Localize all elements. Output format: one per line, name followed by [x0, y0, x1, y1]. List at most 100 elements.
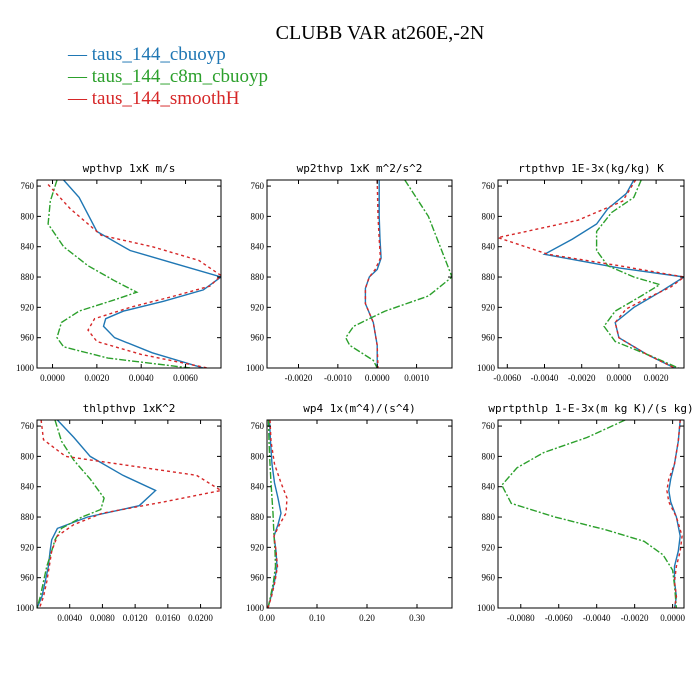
x-tick-label: -0.0020: [568, 373, 596, 383]
y-tick-label: 920: [482, 542, 496, 552]
y-tick-label: 880: [21, 512, 35, 522]
y-tick-label: 960: [251, 333, 265, 343]
plot-frame: [36, 419, 222, 609]
plot-frame: [36, 179, 222, 369]
y-tick-label: 840: [21, 242, 35, 252]
panel-title: wp4 1x(m^4)/(s^4): [303, 402, 416, 415]
x-tick-label: -0.0040: [583, 613, 611, 623]
x-tick-label: 0.0010: [404, 373, 429, 383]
chart-panel: wpthvp 1xK m/s 760 800 840 880 920 960 1000 0.00…: [16, 162, 222, 383]
y-tick-label: 920: [21, 542, 35, 552]
series-line: [595, 180, 679, 368]
x-tick-label: 0.0200: [188, 613, 213, 623]
y-tick-label: 840: [482, 242, 496, 252]
y-tick-label: 800: [482, 211, 496, 221]
y-tick-label: 1000: [16, 603, 35, 613]
series-line: [344, 180, 452, 368]
plot-frame: [266, 419, 453, 609]
x-tick-label: 0.0000: [365, 373, 390, 383]
panel-title: wprtpthlp 1-E-3x(m kg K)/(s kg): [488, 402, 693, 415]
x-tick-label: -0.0020: [285, 373, 313, 383]
series-line: [498, 180, 684, 368]
y-tick-label: 760: [251, 421, 265, 431]
plot-frame: [497, 179, 685, 369]
y-tick-label: 800: [251, 211, 265, 221]
series-line: [542, 180, 684, 368]
x-tick-label: 0.0080: [90, 613, 115, 623]
y-tick-label: 960: [482, 333, 496, 343]
panel-title: wp2thvp 1xK m^2/s^2: [297, 162, 423, 175]
y-tick-label: 880: [482, 272, 496, 282]
y-tick-label: 800: [21, 451, 35, 461]
series-line: [500, 420, 678, 608]
series-line: [47, 180, 191, 368]
legend-label: taus_144_c8m_cbuoyp: [91, 66, 269, 87]
y-tick-label: 920: [482, 302, 496, 312]
legend-line-icon: —: [68, 66, 87, 87]
x-tick-label: 0.0000: [607, 373, 632, 383]
y-tick-label: 840: [21, 482, 35, 492]
x-tick-label: 0.00: [259, 613, 275, 623]
series-line: [63, 180, 221, 368]
chart-panel: thlpthvp 1xK^2 760 800 840 880 920 960 1000 0.00…: [16, 402, 222, 623]
series-line: [267, 420, 282, 608]
series-line: [267, 420, 277, 608]
legend-label: taus_144_cbuoyp: [91, 44, 226, 65]
legend-line-icon: —: [68, 88, 87, 109]
x-tick-label: 0.20: [359, 613, 375, 623]
series-line: [37, 420, 105, 608]
x-tick-label: 0.0060: [173, 373, 198, 383]
x-tick-label: 0.0120: [123, 613, 148, 623]
y-tick-label: 880: [251, 512, 265, 522]
y-tick-label: 920: [251, 542, 265, 552]
x-tick-label: 0.0040: [129, 373, 154, 383]
y-tick-label: 960: [21, 333, 35, 343]
x-tick-label: 0.0020: [644, 373, 669, 383]
panel-title: rtpthvp 1E-3x(kg/kg) K: [518, 162, 664, 175]
y-tick-label: 760: [482, 181, 496, 191]
figure-title: CLUBB VAR at260E,-2N: [275, 22, 485, 44]
x-tick-label: -0.0080: [507, 613, 535, 623]
panel-title: wpthvp 1xK m/s: [83, 162, 176, 175]
series-line: [267, 420, 288, 608]
plot-frame: [266, 179, 453, 369]
y-tick-label: 800: [21, 211, 35, 221]
y-tick-label: 760: [21, 181, 35, 191]
chart-panel: rtpthvp 1E-3x(kg/kg) K 760 800 840 880 920 960…: [477, 162, 685, 383]
y-tick-label: 760: [21, 421, 35, 431]
y-tick-label: 1000: [16, 363, 35, 373]
x-tick-label: 0.30: [409, 613, 425, 623]
x-tick-label: -0.0040: [531, 373, 559, 383]
y-tick-label: 800: [482, 451, 496, 461]
x-tick-label: -0.0010: [324, 373, 352, 383]
y-tick-label: 840: [251, 482, 265, 492]
y-tick-label: 880: [251, 272, 265, 282]
y-tick-label: 880: [21, 272, 35, 282]
series-line: [47, 184, 221, 368]
y-tick-label: 920: [251, 302, 265, 312]
plot-frame: [497, 419, 685, 609]
legend-item-smoothh: — taus_144_smoothH: [68, 88, 268, 110]
x-tick-label: 0.0160: [155, 613, 180, 623]
y-tick-label: 1000: [477, 363, 496, 373]
x-tick-label: -0.0060: [545, 613, 573, 623]
x-tick-label: 0.10: [309, 613, 325, 623]
y-tick-label: 840: [251, 242, 265, 252]
chart-panel: wp2thvp 1xK m^2/s^2 760 800 840 880 920 960 100…: [246, 162, 453, 383]
legend-line-icon: —: [68, 44, 87, 65]
y-tick-label: 800: [251, 451, 265, 461]
x-tick-label: 0.0000: [40, 373, 65, 383]
chart-panel: wp4 1x(m^4)/(s^4)76080084088092096010000…: [246, 402, 453, 623]
y-tick-label: 760: [482, 421, 496, 431]
legend: — taus_144_cbuoyp — taus_144_c8m_cbuoyp …: [68, 44, 268, 110]
y-tick-label: 760: [251, 181, 265, 191]
chart-panel: wprtpthlp 1-E-3x(m kg K)/(s kg) 760 800 840…: [477, 402, 694, 623]
y-tick-label: 1000: [477, 603, 496, 613]
y-tick-label: 920: [21, 302, 35, 312]
y-tick-label: 1000: [246, 603, 265, 613]
series-line: [364, 180, 382, 368]
x-tick-label: -0.0060: [493, 373, 521, 383]
series-line: [666, 420, 683, 608]
